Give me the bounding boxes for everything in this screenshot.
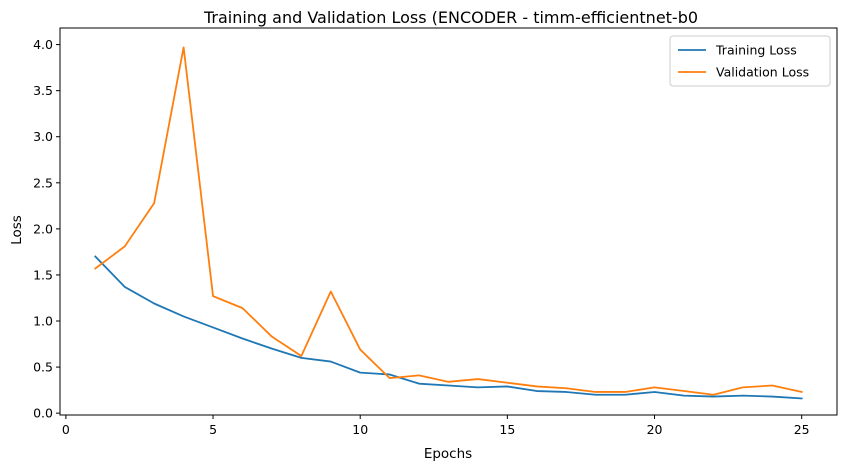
y-tick-label: 2.5 [33,175,53,190]
y-tick-label: 2.0 [33,221,53,236]
y-tick-label: 3.0 [33,129,53,144]
y-tick-label: 3.5 [33,83,53,98]
x-tick-label: 0 [62,422,70,437]
x-tick-label: 15 [499,422,515,437]
chart-title: Training and Validation Loss (ENCODER - … [203,8,698,27]
x-tick-label: 10 [352,422,368,437]
plot-area [94,46,803,400]
y-tick-label: 0.5 [33,360,53,375]
y-axis: 0.0 0.5 1.0 1.5 2.0 2.5 3.0 3.5 4.0 [33,37,60,421]
x-tick-label: 5 [209,422,217,437]
legend-box [669,35,831,87]
series-line-validation-loss [94,46,803,396]
x-tick-label: 25 [794,422,810,437]
plot-frame [59,27,838,416]
series-line-training-loss [94,255,803,400]
y-axis-label: Loss [9,215,25,245]
y-tick-label: 0.0 [33,406,53,421]
y-tick-label: 1.5 [33,267,53,282]
x-axis-label: Epochs [424,446,472,462]
legend-label: Validation Loss [716,65,809,80]
y-tick-label: 1.0 [33,314,53,329]
legend-label: Training Loss [715,43,797,58]
x-tick-label: 20 [647,422,663,437]
y-tick-label: 4.0 [33,37,53,52]
legend: Training Loss Validation Loss [669,35,831,87]
x-axis: 0 5 10 15 20 25 [62,415,810,437]
